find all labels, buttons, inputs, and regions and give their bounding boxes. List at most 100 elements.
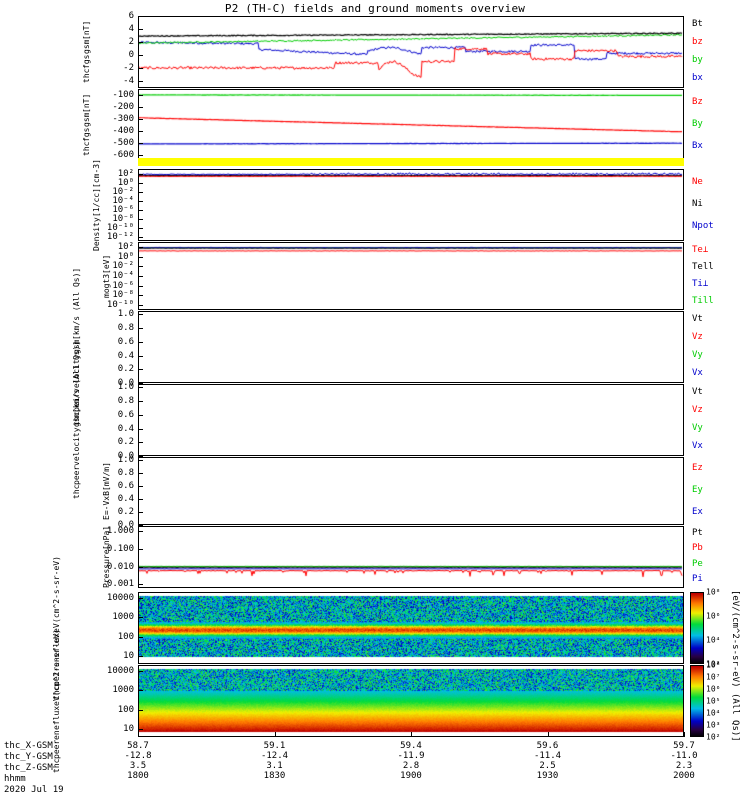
y-tick-label: 6 bbox=[128, 11, 134, 21]
y-axis-e-field: 1.0 0.8 0.6 0.4 0.2 0.0 bbox=[74, 455, 136, 530]
y-tick-mark bbox=[138, 670, 143, 672]
y-axis-label-pressure: Pressure [nPa] bbox=[102, 526, 111, 589]
y-axis-label-line: E=-VxB bbox=[102, 491, 111, 520]
legend-bx: bx bbox=[692, 73, 703, 83]
y-tick-label: 0.100 bbox=[106, 544, 134, 555]
colorbar-tick-label: 10⁶ bbox=[706, 611, 721, 621]
legend-by: by bbox=[692, 55, 703, 65]
y-axis-label-line: thc bbox=[82, 141, 91, 157]
x-tick-mark bbox=[274, 732, 276, 737]
y-tick-mark bbox=[138, 55, 143, 57]
y-tick-label: -500 bbox=[112, 138, 134, 148]
y-axis-label-line: thc bbox=[52, 758, 61, 774]
y-tick-mark bbox=[138, 155, 143, 156]
x-axis-tick-value: 1830 bbox=[263, 771, 286, 781]
y-tick-label: -4 bbox=[123, 76, 134, 87]
y-tick-mark bbox=[138, 29, 143, 31]
y-tick-mark bbox=[138, 729, 143, 731]
page-title: P2 (TH-C) fields and ground moments over… bbox=[224, 2, 526, 15]
y-tick-label: 0.0 bbox=[117, 378, 134, 388]
y-tick-mark bbox=[138, 227, 143, 229]
y-tick-mark bbox=[138, 191, 143, 193]
y-tick-label: 1000 bbox=[112, 685, 134, 696]
y-tick-label: 0.4 bbox=[117, 423, 134, 434]
y-axis-label-line: thc bbox=[82, 68, 91, 84]
y-axis-peir-velocity: 1.0 0.8 0.6 0.4 0.2 0.0 bbox=[74, 309, 136, 388]
y-tick-label: 10⁻⁴ bbox=[112, 195, 134, 206]
y-axis-label-line: [km/s (All Qs)] bbox=[72, 340, 81, 413]
y-tick-label: 0.8 bbox=[117, 468, 134, 479]
y-axis-label-line: fgs bbox=[82, 54, 91, 69]
y-tick-mark bbox=[138, 16, 143, 17]
y-tick-mark bbox=[138, 276, 143, 277]
x-axis-tick-value: -11.9 bbox=[397, 751, 425, 761]
x-axis-tick-value: 2.5 bbox=[539, 761, 556, 771]
y-axis-label-line: [nT] bbox=[82, 93, 91, 113]
y-tick-label: 10⁻⁸ bbox=[112, 213, 134, 224]
legend-vy: Vy bbox=[692, 350, 703, 360]
colorbar-tick-label: 10⁴ bbox=[706, 708, 721, 718]
y-axis-peer-velocity: 1.0 0.8 0.6 0.4 0.2 0.0 bbox=[74, 382, 136, 461]
y-axis-label-peer-en-eflux: thc peer en eflux eV (cm^2-s-sr-eV) bbox=[52, 629, 61, 774]
legend-vx: Vx bbox=[692, 368, 703, 378]
peir-colorbar bbox=[690, 592, 704, 664]
y-tick-mark bbox=[138, 182, 143, 184]
y-tick-mark bbox=[138, 355, 143, 357]
y-axis-label-fgs-gsm-nt-2: thc fgs gsm [nT] bbox=[82, 89, 91, 161]
colorbar-tick-label: 10⁸ bbox=[706, 660, 721, 670]
y-tick-label: 10000 bbox=[106, 665, 134, 676]
legend-vt: Vt bbox=[692, 314, 703, 324]
date-label: 2020 Jul 19 bbox=[4, 785, 64, 795]
y-tick-label: 100 bbox=[117, 704, 134, 715]
colorbar-tick-label: 10³ bbox=[706, 720, 721, 730]
y-tick-mark bbox=[138, 387, 143, 389]
legend-pt: Pt bbox=[692, 527, 703, 538]
y-tick-label: 10⁰ bbox=[117, 251, 134, 262]
y-tick-label: 10000 bbox=[106, 592, 134, 603]
y-tick-mark bbox=[138, 460, 143, 462]
x-axis-tick-column: 59.4 -11.9 2.8 1900 bbox=[381, 741, 441, 781]
x-axis-tick-value: 58.7 bbox=[127, 741, 149, 751]
y-tick-mark bbox=[138, 295, 143, 297]
y-tick-label: 10⁻¹² bbox=[106, 231, 134, 242]
x-axis-row-label: thc_X-GSM bbox=[4, 741, 53, 751]
legend-till: Till bbox=[692, 295, 714, 306]
x-axis-tick-value: 1800 bbox=[127, 771, 149, 781]
y-tick-label: 10⁻⁶ bbox=[112, 280, 134, 291]
y-tick-label: 10⁻⁸ bbox=[112, 290, 134, 301]
y-tick-label: 0.2 bbox=[117, 437, 134, 448]
y-tick-mark bbox=[138, 314, 143, 316]
y-tick-mark bbox=[138, 428, 143, 430]
y-tick-mark bbox=[138, 95, 143, 96]
y-tick-mark bbox=[138, 690, 143, 692]
y-tick-mark bbox=[138, 131, 143, 132]
y-tick-mark bbox=[138, 709, 143, 711]
x-axis-tick-value: 1900 bbox=[400, 771, 422, 781]
y-tick-mark bbox=[138, 328, 143, 330]
y-tick-label: 1.0 bbox=[117, 309, 134, 320]
y-tick-label: 10 bbox=[123, 724, 134, 735]
colorbar-tick-label: 10² bbox=[706, 659, 721, 669]
colorbar-tick-label: 10⁶ bbox=[706, 684, 721, 694]
y-tick-label: 0.6 bbox=[117, 481, 134, 492]
y-axis-label-peer-velocity: thc peer velocity gsm [km/s (All Qs)] bbox=[72, 341, 81, 500]
legend-bx: Bx bbox=[692, 141, 703, 151]
y-tick-label: -2 bbox=[123, 63, 134, 74]
plot-panel-density bbox=[138, 169, 684, 241]
legend-pe: Pe bbox=[692, 558, 703, 569]
legend-vy: Vy bbox=[692, 423, 703, 433]
y-axis-label-density: Density [1/cc] [cm-3] bbox=[92, 159, 101, 251]
y-axis-label-line: sr-eV) bbox=[52, 628, 61, 658]
x-axis-tick-value: 59.7 bbox=[673, 741, 695, 751]
y-tick-mark bbox=[138, 473, 143, 475]
legend-bz: Bz bbox=[692, 97, 703, 107]
y-tick-mark bbox=[138, 566, 143, 568]
y-tick-label: 0.010 bbox=[106, 561, 134, 572]
y-tick-label: 1.000 bbox=[106, 526, 134, 537]
y-axis-label-line: peer bbox=[52, 739, 61, 759]
y-axis-label-line: Pressure bbox=[102, 549, 111, 589]
x-axis-row-label: thc_Z-GSM bbox=[4, 763, 53, 773]
plot-panel-peir-velocity bbox=[138, 311, 684, 383]
colorbar-tick-label: 10⁴ bbox=[706, 635, 721, 645]
y-tick-label: 10⁻² bbox=[112, 261, 134, 272]
